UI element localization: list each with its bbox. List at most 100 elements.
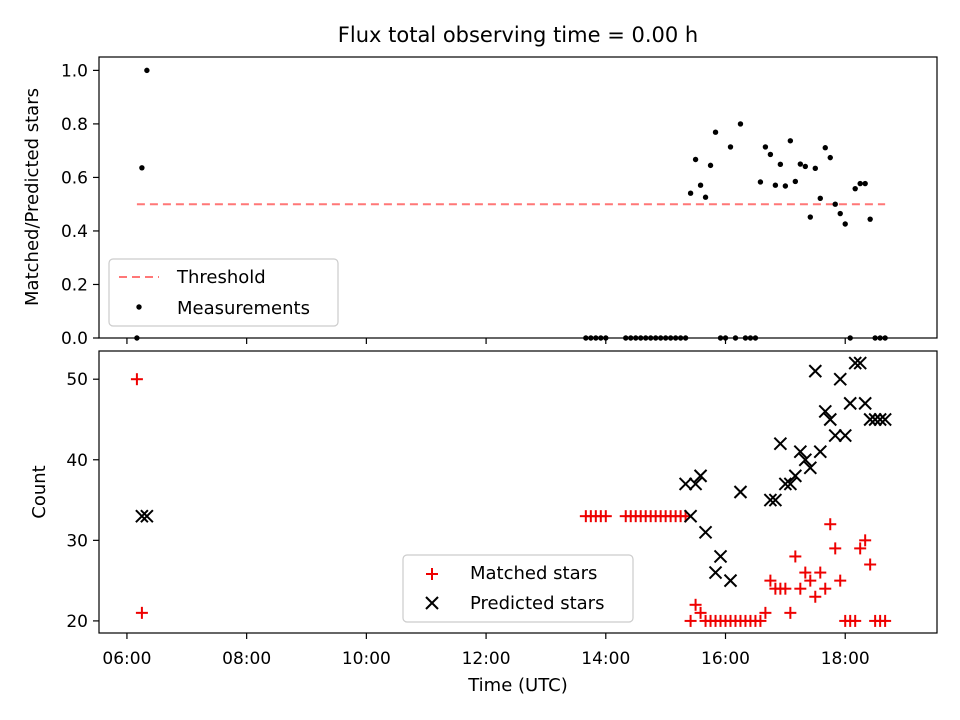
- bottom-y-tick-label: 30: [66, 531, 88, 551]
- predicted-star-point: [813, 445, 827, 459]
- top-y-tick-label: 0.0: [61, 329, 88, 349]
- predicted-star-point: [135, 509, 149, 523]
- matched-star-point: [854, 542, 867, 555]
- matched-star-point: [694, 606, 707, 619]
- top-y-tick-label: 0.8: [61, 115, 88, 135]
- measurement-point: [807, 214, 814, 220]
- legend-matched-swatch: [426, 568, 438, 580]
- matched-stars-points: [130, 373, 892, 627]
- top-y-ticks: 0.0 0.2 0.4 0.6 0.8 1.0: [61, 61, 99, 349]
- predicted-star-point: [828, 428, 842, 443]
- top-y-tick-label: 0.2: [61, 275, 88, 295]
- measurement-point: [139, 165, 145, 171]
- predicted-star-point: [763, 493, 778, 507]
- measurement-point: [857, 180, 863, 187]
- measurement-point: [827, 154, 833, 161]
- matched-star-point: [764, 574, 777, 587]
- chart-title: Flux total observing time = 0.00 h: [338, 23, 698, 47]
- predicted-star-point: [853, 356, 867, 370]
- bottom-y-ticks: 20 30 40 50: [66, 370, 99, 632]
- predicted-star-point: [798, 453, 813, 467]
- predicted-star-point: [843, 396, 857, 411]
- top-y-tick-label: 0.6: [61, 168, 88, 188]
- matched-star-point: [849, 614, 862, 627]
- matched-star-point: [859, 534, 872, 547]
- bottom-y-tick-label: 20: [66, 612, 88, 632]
- matched-star-point: [799, 566, 812, 579]
- legend-matched-label: Matched stars: [470, 563, 597, 584]
- matched-star-point: [809, 590, 822, 603]
- matched-star-point: [804, 574, 817, 587]
- measurement-point: [767, 151, 774, 158]
- measurement-point: [867, 216, 873, 222]
- measurement-point: [812, 165, 818, 172]
- measurement-point: [787, 138, 794, 144]
- predicted-star-point: [688, 477, 703, 491]
- measurement-point: [702, 194, 709, 200]
- matched-star-point: [814, 566, 827, 579]
- matched-star-point: [789, 550, 802, 563]
- predicted-star-point: [823, 412, 837, 427]
- matched-star-point: [135, 606, 148, 619]
- bottom-plot-frame: [98, 350, 938, 634]
- measurement-point: [772, 182, 779, 188]
- x-tick-label: 10:00: [342, 649, 391, 669]
- bottom-y-tick-label: 40: [66, 451, 88, 471]
- matched-star-point: [684, 614, 697, 627]
- predicted-star-point: [768, 493, 783, 507]
- predicted-star-point: [783, 477, 798, 491]
- x-tick-label: 14:00: [581, 649, 630, 669]
- x-axis-label: Time (UTC): [467, 675, 568, 696]
- predicted-star-point: [788, 469, 803, 483]
- x-tick-label: 06:00: [102, 649, 151, 669]
- bottom-y-axis-label: Count: [29, 465, 50, 518]
- measurement-points: [134, 67, 888, 341]
- bottom-x-ticks: 06:00 08:00 10:00 12:00 14:00 16:00 18:00: [102, 633, 870, 669]
- predicted-star-point: [778, 477, 793, 491]
- measurement-point: [792, 178, 799, 185]
- measurement-point: [762, 144, 769, 150]
- predicted-star-point: [723, 573, 738, 588]
- measurement-point: [144, 67, 150, 74]
- predicted-star-point: [698, 525, 713, 539]
- predicted-star-point: [773, 436, 788, 451]
- predicted-star-point: [833, 372, 847, 386]
- predicted-star-point: [708, 565, 723, 580]
- predicted-star-point: [878, 412, 892, 427]
- predicted-star-point: [140, 509, 154, 523]
- matched-star-point: [599, 510, 612, 523]
- measurement-point: [737, 121, 744, 127]
- legend-measurements-swatch: [136, 304, 142, 310]
- legend-predicted-label: Predicted stars: [470, 593, 604, 614]
- matched-star-point: [130, 373, 143, 386]
- predicted-star-point: [678, 477, 693, 491]
- predicted-star-point: [793, 445, 808, 459]
- legend-measurements-label: Measurements: [177, 298, 310, 319]
- x-tick-label: 16:00: [701, 649, 750, 669]
- predicted-star-point: [863, 412, 877, 427]
- matched-star-point: [779, 582, 792, 595]
- matched-star-point: [759, 606, 772, 619]
- top-legend-box: [108, 258, 339, 327]
- legend-predicted-swatch: [425, 596, 439, 610]
- measurement-point: [777, 161, 784, 168]
- measurement-point: [832, 201, 838, 207]
- measurement-point: [757, 179, 764, 185]
- measurement-point: [817, 195, 823, 202]
- bottom-legend-box: [402, 554, 634, 623]
- matched-star-point: [794, 582, 807, 595]
- measurement-point: [782, 183, 789, 189]
- measurement-point: [822, 145, 828, 151]
- predicted-star-point: [818, 404, 832, 419]
- top-plot-frame: [98, 56, 938, 339]
- predicted-star-point: [848, 356, 862, 370]
- predicted-star-point: [838, 428, 852, 443]
- predicted-star-point: [803, 461, 818, 475]
- matched-star-point: [754, 614, 767, 627]
- predicted-star-point: [858, 396, 872, 411]
- legend-threshold-label: Threshold: [176, 267, 266, 288]
- matched-star-point: [819, 582, 832, 595]
- matched-star-point: [689, 598, 702, 611]
- matched-star-point: [834, 574, 847, 587]
